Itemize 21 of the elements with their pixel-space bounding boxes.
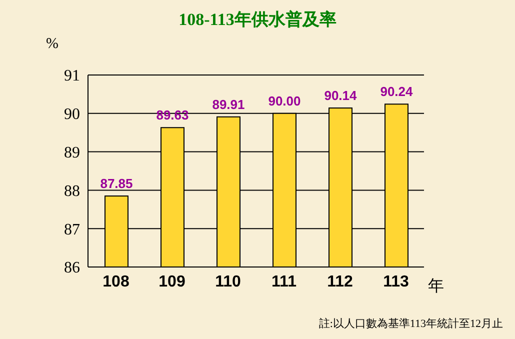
x-axis-title: 年: [428, 277, 444, 297]
x-tick-label: 112: [327, 273, 354, 290]
x-tick-label: 109: [158, 273, 186, 290]
data-label: 90.14: [324, 88, 358, 104]
y-tick-label: 91: [64, 68, 80, 85]
data-label: 87.85: [100, 176, 133, 191]
x-tick-label: 111: [272, 273, 297, 290]
data-label: 89.91: [212, 96, 245, 112]
y-axis-title: %: [46, 36, 58, 53]
y-tick-label: 86: [64, 260, 80, 277]
y-tick-label: 89: [64, 144, 80, 162]
y-tick-label: 90: [64, 106, 80, 124]
text: 註:以人口數為基準113年統計至12月止: [318, 316, 503, 331]
y-tick-label: 88: [64, 182, 80, 200]
chart-title: 108-113年供水普及率: [178, 9, 338, 31]
data-label: 90.00: [268, 93, 301, 108]
x-tick-label: 113: [383, 273, 410, 290]
y-tick-label: 87: [64, 221, 80, 238]
data-label: 90.24: [380, 84, 414, 100]
x-tick-label: 108: [102, 273, 130, 290]
x-tick-label: 110: [215, 273, 242, 290]
